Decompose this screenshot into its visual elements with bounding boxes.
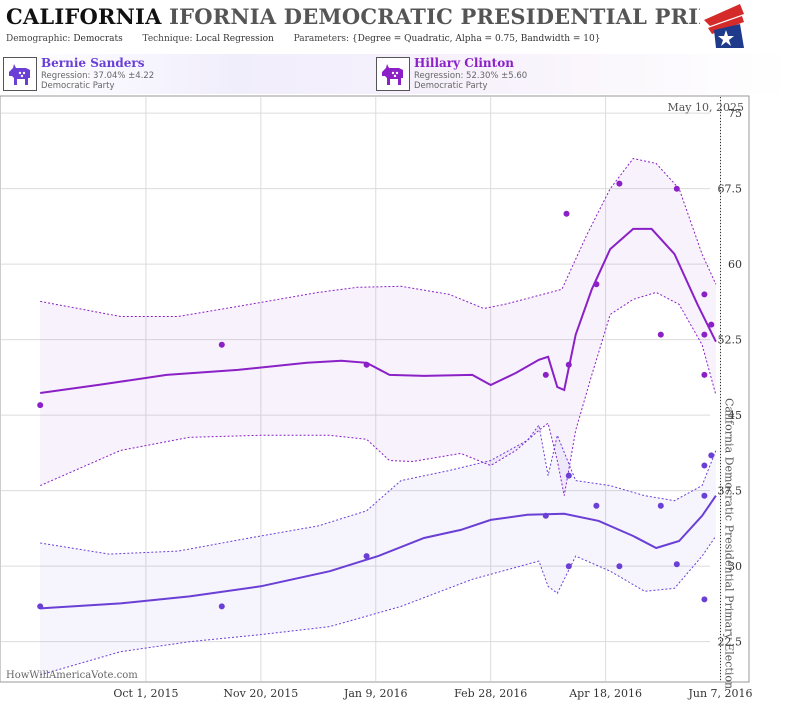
confidence-bands: [39, 157, 717, 676]
poll-point-bernie-sanders: [593, 502, 600, 509]
x-tick-label: Oct 1, 2015: [113, 687, 178, 700]
poll-point-bernie-sanders: [708, 452, 715, 459]
band-fill-bernie-sanders: [40, 425, 716, 675]
y-tick-label: 60: [728, 258, 742, 271]
poll-point-hillary-clinton: [565, 361, 572, 368]
current-date-label: May 10, 2025: [667, 101, 744, 114]
trend-line-hillary-clinton: [40, 227, 717, 394]
band-fill-hillary-clinton: [40, 158, 716, 496]
poll-point-bernie-sanders: [701, 492, 708, 499]
x-axis-ticks: Oct 1, 2015 Nov 20, 2015 Jan 9, 2016 Feb 28…: [113, 687, 752, 700]
poll-point-hillary-clinton: [542, 371, 549, 378]
poll-point-bernie-sanders: [657, 502, 664, 509]
technique-value: Local Regression: [195, 34, 274, 44]
y-tick-label: 45: [728, 409, 742, 422]
poll-point-bernie-sanders: [701, 462, 708, 469]
watermark: HowWillAmericaVote.com: [6, 670, 138, 681]
x-tick-label: Feb 28, 2016: [454, 687, 527, 700]
poll-point-bernie-sanders: [37, 603, 44, 610]
poll-point-hillary-clinton: [701, 291, 708, 298]
poll-point-hillary-clinton: [701, 371, 708, 378]
poll-point-hillary-clinton: [593, 281, 600, 288]
candidate-regression: Regression: 37.04% ±4.22: [41, 71, 155, 81]
x-tick-label: Apr 18, 2016: [568, 687, 642, 700]
title-state: CALIFORNIA: [6, 4, 162, 29]
poll-point-bernie-sanders: [565, 563, 572, 570]
y-tick-label: 67.5: [718, 183, 743, 196]
y-axis-ticks: 22.5 30 37.5 45 52.5 60 67.5 75: [718, 107, 743, 649]
parameters-line: Demographic: Democrats Technique: Local …: [6, 34, 600, 44]
y-tick-label: 75: [728, 107, 742, 120]
poll-point-hillary-clinton: [616, 180, 623, 187]
poll-points: [37, 180, 715, 610]
candidate-name: Hillary Clinton: [414, 56, 514, 70]
demographic-value: Democrats: [73, 34, 123, 44]
candidate-name: Bernie Sanders: [41, 56, 145, 70]
parameters-value: {Degree = Quadratic, Alpha = 0.75, Bandw…: [351, 34, 601, 44]
poll-point-bernie-sanders: [565, 472, 572, 479]
candidate-party: Democratic Party: [414, 81, 488, 91]
upper-bound-hillary-clinton: [40, 157, 717, 317]
x-tick-label: Jun 7, 2016: [687, 687, 752, 700]
y-tick-label: 52.5: [718, 334, 743, 347]
poll-point-hillary-clinton: [563, 210, 570, 217]
election-label: California Democratic Presidential Prima…: [723, 398, 736, 689]
candidate-regression: Regression: 52.30% ±5.60: [414, 71, 528, 81]
poll-point-bernie-sanders: [363, 553, 370, 560]
poll-point-bernie-sanders: [542, 512, 549, 519]
site-logo-icon: [700, 0, 748, 50]
poll-point-hillary-clinton: [363, 361, 370, 368]
plot-frame: [0, 95, 750, 683]
x-tick-label: Nov 20, 2015: [223, 687, 298, 700]
poll-point-hillary-clinton: [701, 331, 708, 338]
poll-point-hillary-clinton: [218, 341, 225, 348]
donkey-icon: [376, 57, 410, 91]
y-tick-label: 37.5: [718, 485, 743, 498]
technique-label: Technique:: [142, 34, 193, 44]
poll-point-bernie-sanders: [701, 596, 708, 603]
poll-point-bernie-sanders: [673, 561, 680, 568]
poll-point-hillary-clinton: [708, 321, 715, 328]
parameters-label: Parameters:: [293, 34, 350, 44]
title-election: IFORNIA DEMOCRATIC PRESIDENTIAL PRIMARY …: [169, 4, 748, 29]
chart-title: CALIFORNIA IFORNIA DEMOCRATIC PRESIDENTI…: [6, 4, 748, 29]
donkey-icon: [3, 57, 37, 91]
trend-line-bernie-sanders: [40, 495, 717, 610]
lower-bound-bernie-sanders: [40, 535, 717, 676]
y-tick-label: 22.5: [718, 636, 743, 649]
demographic-label: Demographic:: [6, 34, 71, 44]
poll-point-hillary-clinton: [673, 185, 680, 192]
poll-point-bernie-sanders: [616, 563, 623, 570]
poll-point-hillary-clinton: [657, 331, 664, 338]
candidate-party: Democratic Party: [41, 81, 115, 91]
poll-point-hillary-clinton: [37, 402, 44, 409]
x-tick-label: Jan 9, 2016: [343, 687, 408, 700]
chart-header: CALIFORNIA IFORNIA DEMOCRATIC PRESIDENTI…: [0, 0, 789, 52]
poll-point-bernie-sanders: [218, 603, 225, 610]
y-tick-label: 30: [728, 560, 742, 573]
trend-lines: [40, 227, 717, 610]
